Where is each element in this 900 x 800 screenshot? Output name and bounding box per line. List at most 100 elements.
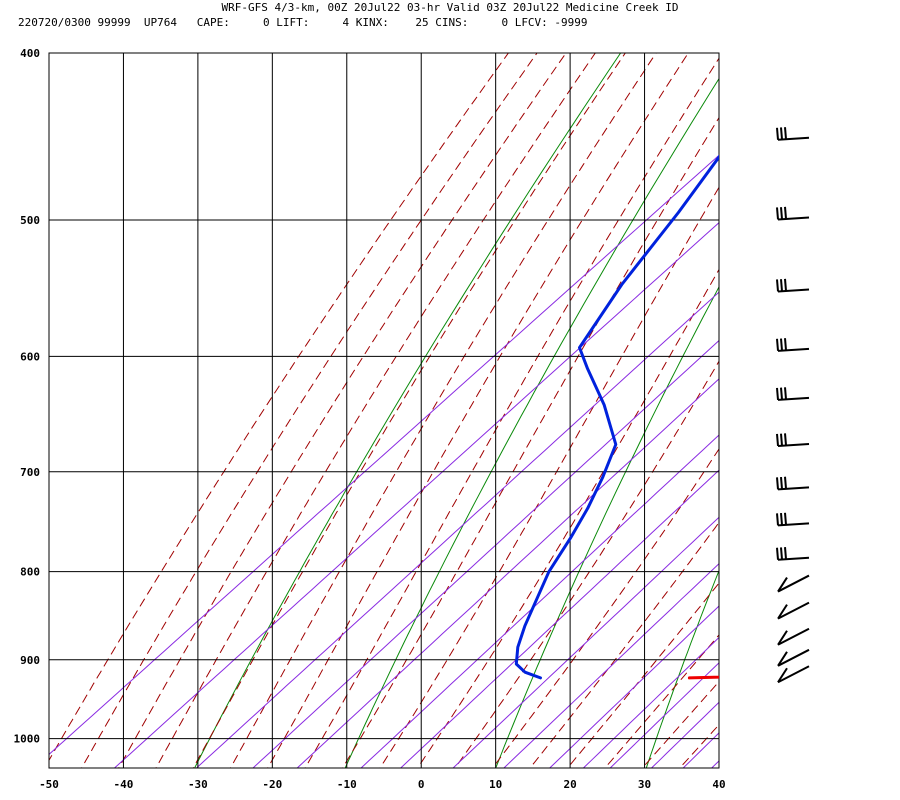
moist-adiabat-line: [641, 680, 719, 768]
moist-adiabat-line: [155, 53, 596, 768]
x-tick-label: -10: [337, 778, 357, 791]
barb-staff: [777, 574, 810, 593]
mixing-ratio-line: [360, 434, 719, 768]
temperature-trace: [687, 675, 719, 680]
moist-adiabat-line: [416, 268, 719, 768]
barb-staff: [777, 396, 810, 401]
barb-feather: [780, 207, 783, 220]
x-tick-label: 0: [418, 778, 425, 791]
dry-adiabat-line: [495, 285, 719, 768]
barb-feather: [776, 387, 779, 400]
barb-staff: [777, 627, 810, 646]
wind-barb: [777, 648, 810, 667]
barb-staff: [777, 665, 810, 684]
wind-barb: [776, 476, 810, 491]
barb-feather: [780, 547, 783, 560]
barb-feather: [776, 547, 779, 560]
mixing-ratio-line: [49, 154, 719, 756]
moist-adiabat-line: [81, 53, 538, 768]
x-tick-label: 40: [712, 778, 725, 791]
wind-barb: [777, 627, 810, 646]
barb-staff: [777, 648, 810, 667]
barb-feather: [777, 630, 788, 646]
moist-adiabat-line: [341, 116, 719, 768]
barb-feather: [784, 127, 787, 140]
barb-staff: [777, 136, 810, 141]
barb-feather: [784, 433, 787, 446]
wind-barb: [777, 665, 810, 684]
wind-barb: [776, 387, 810, 401]
barb-staff: [777, 556, 810, 561]
barb-feather: [777, 667, 788, 683]
barb-feather: [776, 513, 779, 526]
x-tick-label: -40: [114, 778, 134, 791]
barb-feather: [777, 651, 788, 667]
barb-feather: [784, 387, 787, 400]
mixing-ratio-line: [252, 339, 719, 768]
barb-feather: [784, 476, 787, 489]
barb-feather: [780, 127, 783, 140]
mixing-ratio-line: [609, 662, 719, 768]
moist-adiabat-line: [604, 634, 719, 768]
barb-feather: [776, 127, 779, 140]
dry-adiabat-line: [344, 77, 719, 768]
wind-barb: [777, 574, 810, 593]
wind-barb: [776, 127, 810, 141]
barb-feather: [776, 477, 779, 490]
moist-adiabat-line: [679, 723, 719, 768]
wind-barb: [776, 512, 810, 527]
x-tick-label: 10: [489, 778, 502, 791]
barb-feather: [780, 387, 783, 400]
chart-title: WRF-GFS 4/3-km, 00Z 20Jul22 03-hr Valid …: [222, 1, 679, 14]
barb-feather: [776, 338, 779, 351]
y-tick-label: 900: [20, 654, 40, 667]
wind-barb: [776, 433, 810, 447]
barb-feather: [784, 338, 787, 351]
dry-adiabat-line: [645, 569, 719, 768]
mixing-ratio-line: [582, 636, 719, 768]
sounding-traces: [514, 154, 719, 680]
moist-adiabat-line: [529, 521, 719, 768]
barb-feather: [780, 338, 783, 351]
plot-frame: [48, 52, 720, 769]
y-tick-label: 1000: [14, 733, 41, 746]
barb-staff: [777, 288, 810, 293]
barb-feather: [776, 433, 779, 447]
barb-staff: [777, 216, 810, 221]
moist-adiabat-line: [49, 53, 510, 762]
grid-lines: [49, 52, 719, 768]
moist-adiabat-line: [454, 360, 719, 768]
barb-feather: [784, 512, 787, 525]
x-tick-label: -50: [39, 778, 59, 791]
x-tick-label: -30: [188, 778, 208, 791]
barb-feather: [780, 512, 783, 526]
y-tick-label: 800: [20, 566, 40, 579]
mixing-ratio-line: [548, 605, 719, 768]
barb-staff: [777, 601, 810, 620]
mixing-ratio-line: [682, 732, 719, 768]
mixing-ratio-line: [399, 469, 719, 768]
moist-adiabat-line: [192, 53, 626, 768]
wind-barb: [777, 601, 810, 620]
y-tick-label: 400: [20, 47, 40, 60]
mixing-ratio-line: [195, 291, 719, 768]
mixing-ratio-line: [452, 516, 719, 768]
wind-barb: [776, 547, 810, 561]
wind-barbs: [776, 127, 810, 684]
mixing-ratio-line: [503, 562, 719, 768]
barb-feather: [776, 279, 779, 292]
y-tick-label: 600: [20, 350, 40, 363]
barb-feather: [780, 476, 783, 490]
dry-adiabat-line: [795, 34, 900, 775]
x-tick-label: 30: [638, 778, 651, 791]
x-tick-label: 20: [563, 778, 576, 791]
barb-staff: [777, 347, 810, 352]
x-tick-label: -20: [262, 778, 282, 791]
y-tick-label: 700: [20, 466, 40, 479]
temperature-axis-labels: -50 -40 -30 -20 -10 0 10 20 30 40: [39, 778, 726, 791]
barb-staff: [777, 486, 810, 491]
barb-feather: [784, 278, 787, 291]
mixing-ratio-line: [710, 760, 719, 768]
moist-adiabat-line: [379, 186, 719, 768]
